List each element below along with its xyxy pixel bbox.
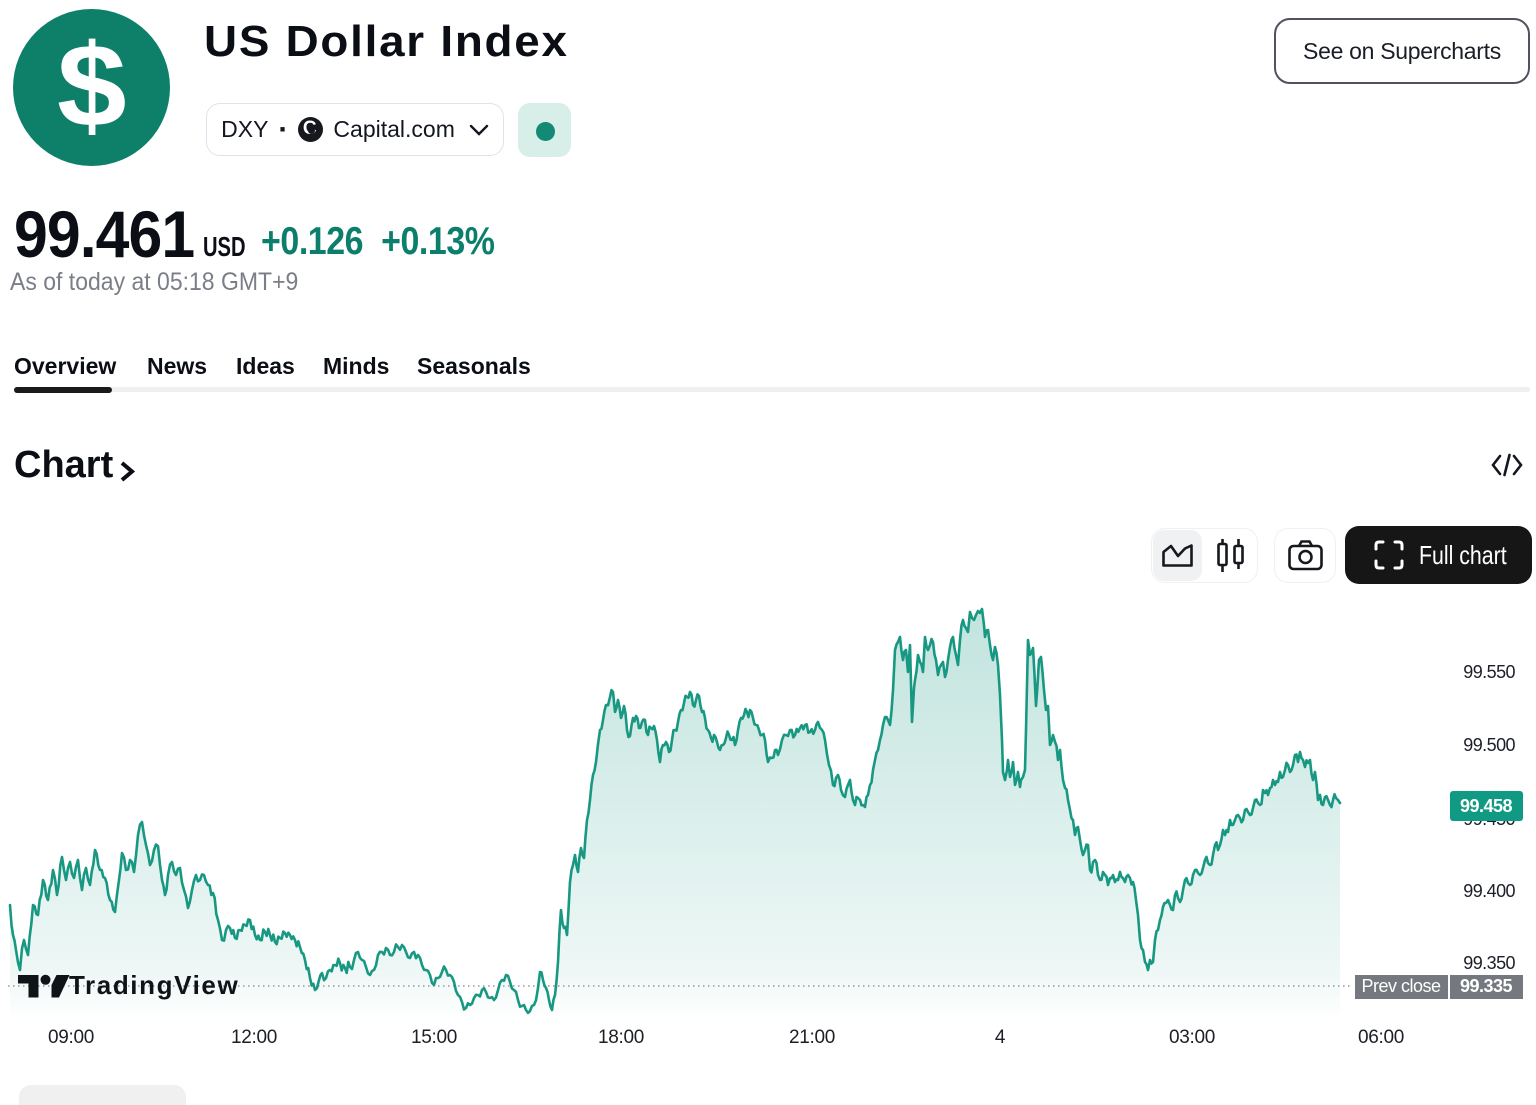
svg-text:99.550: 99.550 (1463, 662, 1515, 682)
svg-text:03:00: 03:00 (1169, 1027, 1215, 1048)
svg-text:09:00: 09:00 (48, 1027, 94, 1048)
svg-text:12:00: 12:00 (231, 1027, 277, 1048)
svg-text:Prev close: Prev close (1361, 976, 1441, 996)
svg-text:21:00: 21:00 (789, 1027, 835, 1048)
svg-text:99.400: 99.400 (1463, 881, 1515, 901)
svg-text:18:00: 18:00 (598, 1027, 644, 1048)
svg-text:4: 4 (995, 1027, 1006, 1048)
svg-text:99.350: 99.350 (1463, 953, 1515, 973)
svg-text:99.335: 99.335 (1460, 976, 1513, 996)
svg-text:TradingView: TradingView (69, 970, 239, 1000)
svg-text:99.458: 99.458 (1460, 796, 1513, 816)
svg-text:06:00: 06:00 (1358, 1027, 1404, 1048)
svg-text:15:00: 15:00 (411, 1027, 457, 1048)
svg-text:99.500: 99.500 (1463, 735, 1515, 755)
